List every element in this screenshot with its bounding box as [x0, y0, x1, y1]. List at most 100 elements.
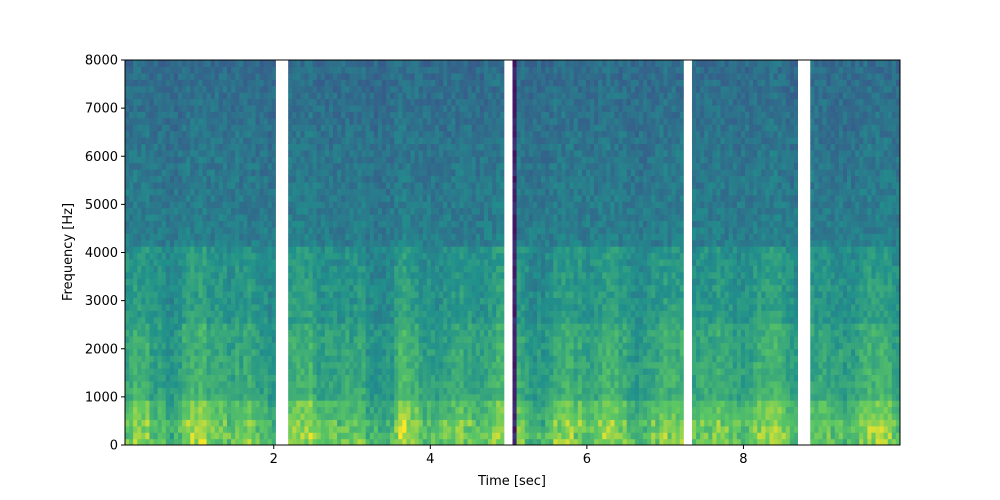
spectrogram-cell [141, 406, 146, 414]
spectrogram-cell [361, 310, 367, 318]
spectrogram-cell [153, 143, 159, 151]
spectrogram-cell [300, 361, 306, 369]
spectrogram-cell [194, 72, 200, 80]
spectrogram-cell [255, 124, 261, 132]
spectrogram-cell [333, 181, 338, 189]
spectrogram-cell [426, 137, 432, 145]
spectrogram-cell [459, 400, 465, 408]
spectrogram-cell [292, 162, 297, 170]
spectrogram-cell [337, 348, 342, 356]
spectrogram-cell [218, 137, 224, 145]
spectrogram-cell [451, 412, 456, 420]
spectrogram-cell [218, 85, 224, 93]
spectrogram-cell [194, 278, 200, 286]
spectrogram-cell [406, 348, 412, 356]
spectrogram-cell [451, 181, 456, 189]
spectrogram-cell [267, 323, 273, 331]
spectrogram-cell [288, 329, 293, 337]
spectrogram-cell [373, 361, 379, 369]
spectrogram-cell [222, 393, 228, 401]
spectrogram-cell [451, 111, 456, 119]
spectrogram-cell [271, 233, 277, 241]
spectrogram-cell [369, 60, 375, 68]
spectrogram-cell [451, 271, 456, 279]
spectrogram-cell [222, 342, 228, 350]
spectrogram-cell [133, 143, 138, 151]
spectrogram-cell [157, 130, 163, 138]
spectrogram-cell [455, 92, 461, 100]
spectrogram-cell [373, 214, 379, 222]
spectrogram-cell [373, 239, 379, 247]
spectrogram-cell [202, 310, 208, 318]
spectrogram-cell [149, 438, 155, 445]
spectrogram-cell [439, 92, 444, 100]
spectrogram-cell [157, 329, 163, 337]
spectrogram-cell [125, 92, 130, 100]
spectrogram-cell [386, 406, 391, 414]
spectrogram-cell [239, 316, 244, 324]
spectrogram-cell [341, 303, 346, 311]
spectrogram-cell [190, 175, 195, 183]
spectrogram-cell [222, 143, 228, 151]
spectrogram-cell [312, 239, 318, 247]
spectrogram-cell [320, 137, 326, 145]
spectrogram-cell [125, 387, 130, 395]
spectrogram-cell [312, 149, 318, 157]
spectrogram-cell [341, 66, 346, 74]
spectrogram-cell [206, 156, 212, 164]
spectrogram-cell [182, 419, 187, 427]
spectrogram-cell [333, 98, 338, 106]
spectrogram-cell [410, 220, 416, 228]
spectrogram-cell [145, 104, 151, 112]
spectrogram-cell [210, 380, 216, 388]
spectrogram-cell [235, 201, 240, 209]
spectrogram-cell [145, 258, 151, 266]
spectrogram-cell [125, 207, 130, 215]
spectrogram-cell [157, 297, 163, 305]
spectrogram-cell [271, 316, 277, 324]
spectrogram-cell [153, 207, 159, 215]
spectrogram-cell [418, 169, 424, 177]
spectrogram-cell [471, 79, 477, 87]
spectrogram-cell [443, 355, 448, 363]
spectrogram-cell [190, 104, 195, 112]
spectrogram-cell [198, 111, 204, 119]
spectrogram-cell [459, 361, 465, 369]
spectrogram-cell [377, 85, 383, 93]
spectrogram-cell [353, 156, 359, 164]
spectrogram-cell [312, 355, 318, 363]
spectrogram-cell [247, 137, 253, 145]
spectrogram-cell [165, 425, 171, 433]
spectrogram-cell [259, 130, 265, 138]
spectrogram-cell [129, 156, 134, 164]
spectrogram-cell [304, 60, 310, 68]
spectrogram-cell [471, 246, 477, 254]
spectrogram-cell [435, 181, 440, 189]
spectrogram-cell [337, 194, 342, 202]
spectrogram-cell [161, 233, 167, 241]
spectrogram-cell [406, 169, 412, 177]
spectrogram-cell [218, 329, 224, 337]
spectrogram-cell [361, 130, 367, 138]
spectrogram-cell [447, 175, 452, 183]
spectrogram-cell [161, 368, 167, 376]
spectrogram-cell [133, 79, 138, 87]
spectrogram-cell [157, 149, 163, 157]
spectrogram-cell [467, 117, 473, 125]
spectrogram-cell [267, 252, 273, 260]
spectrogram-cell [365, 303, 371, 311]
spectrogram-cell [398, 387, 403, 395]
spectrogram-cell [165, 284, 171, 292]
spectrogram-cell [231, 361, 236, 369]
spectrogram-cell [231, 387, 236, 395]
spectrogram-cell [377, 329, 383, 337]
spectrogram-cell [328, 226, 334, 234]
spectrogram-cell [235, 181, 240, 189]
spectrogram-cell [222, 329, 228, 337]
spectrogram-cell [202, 316, 208, 324]
spectrogram-cell [137, 265, 142, 273]
spectrogram-cell [394, 412, 399, 420]
spectrogram-cell [271, 72, 277, 80]
spectrogram-cell [141, 361, 146, 369]
spectrogram-cell [394, 72, 399, 80]
